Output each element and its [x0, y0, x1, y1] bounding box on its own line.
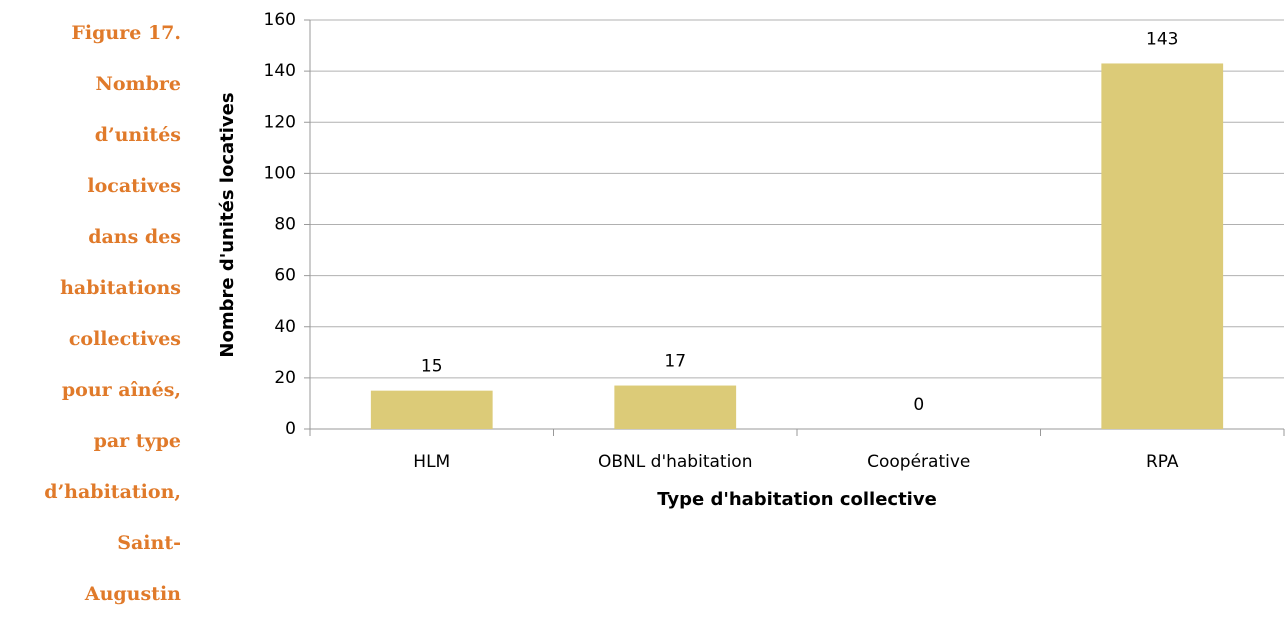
caption-line: Saint- [117, 532, 181, 554]
y-tick-label: 20 [274, 368, 296, 388]
caption-line: Figure 17. [71, 22, 181, 44]
data-label: 15 [421, 357, 443, 377]
y-tick-label: 0 [285, 419, 296, 439]
y-tick-label: 160 [264, 10, 296, 30]
x-tick-label: Coopérative [867, 452, 970, 472]
caption-line: dans des [88, 226, 181, 248]
y-tick-label: 140 [264, 61, 296, 81]
caption-line: d’habitation, [44, 481, 181, 503]
caption-line: par type [93, 430, 181, 452]
page: Figure 17. Nombre d’unités locatives dans de… [44, 10, 1285, 605]
caption-line: habitations [60, 277, 181, 299]
caption-line: collectives [68, 328, 181, 350]
caption-line: Augustin [84, 583, 181, 605]
caption-line: d’unités [94, 124, 181, 146]
y-tick-label: 120 [264, 112, 296, 132]
bar [370, 390, 493, 429]
caption-line: pour aînés, [61, 379, 181, 401]
y-tick-label: 100 [264, 163, 296, 183]
bar [614, 385, 737, 429]
x-tick-label: HLM [413, 452, 450, 472]
y-axis-label: Nombre d'unités locatives [217, 92, 238, 357]
chart: Nombre d'unités locatives Type d'habitat… [217, 10, 1285, 510]
data-label: 0 [913, 395, 924, 415]
y-tick-label: 60 [274, 266, 296, 286]
bar [1101, 63, 1224, 430]
x-tick-label: OBNL d'habitation [598, 452, 752, 472]
y-tick-label: 80 [274, 215, 296, 235]
data-label: 17 [664, 352, 686, 372]
caption-line: Nombre [95, 73, 181, 95]
x-axis-label: Type d'habitation collective [657, 489, 937, 510]
y-tick-label: 40 [274, 317, 296, 337]
caption-line: locatives [87, 175, 181, 197]
x-tick-label: RPA [1146, 452, 1179, 472]
data-label: 143 [1146, 29, 1178, 49]
